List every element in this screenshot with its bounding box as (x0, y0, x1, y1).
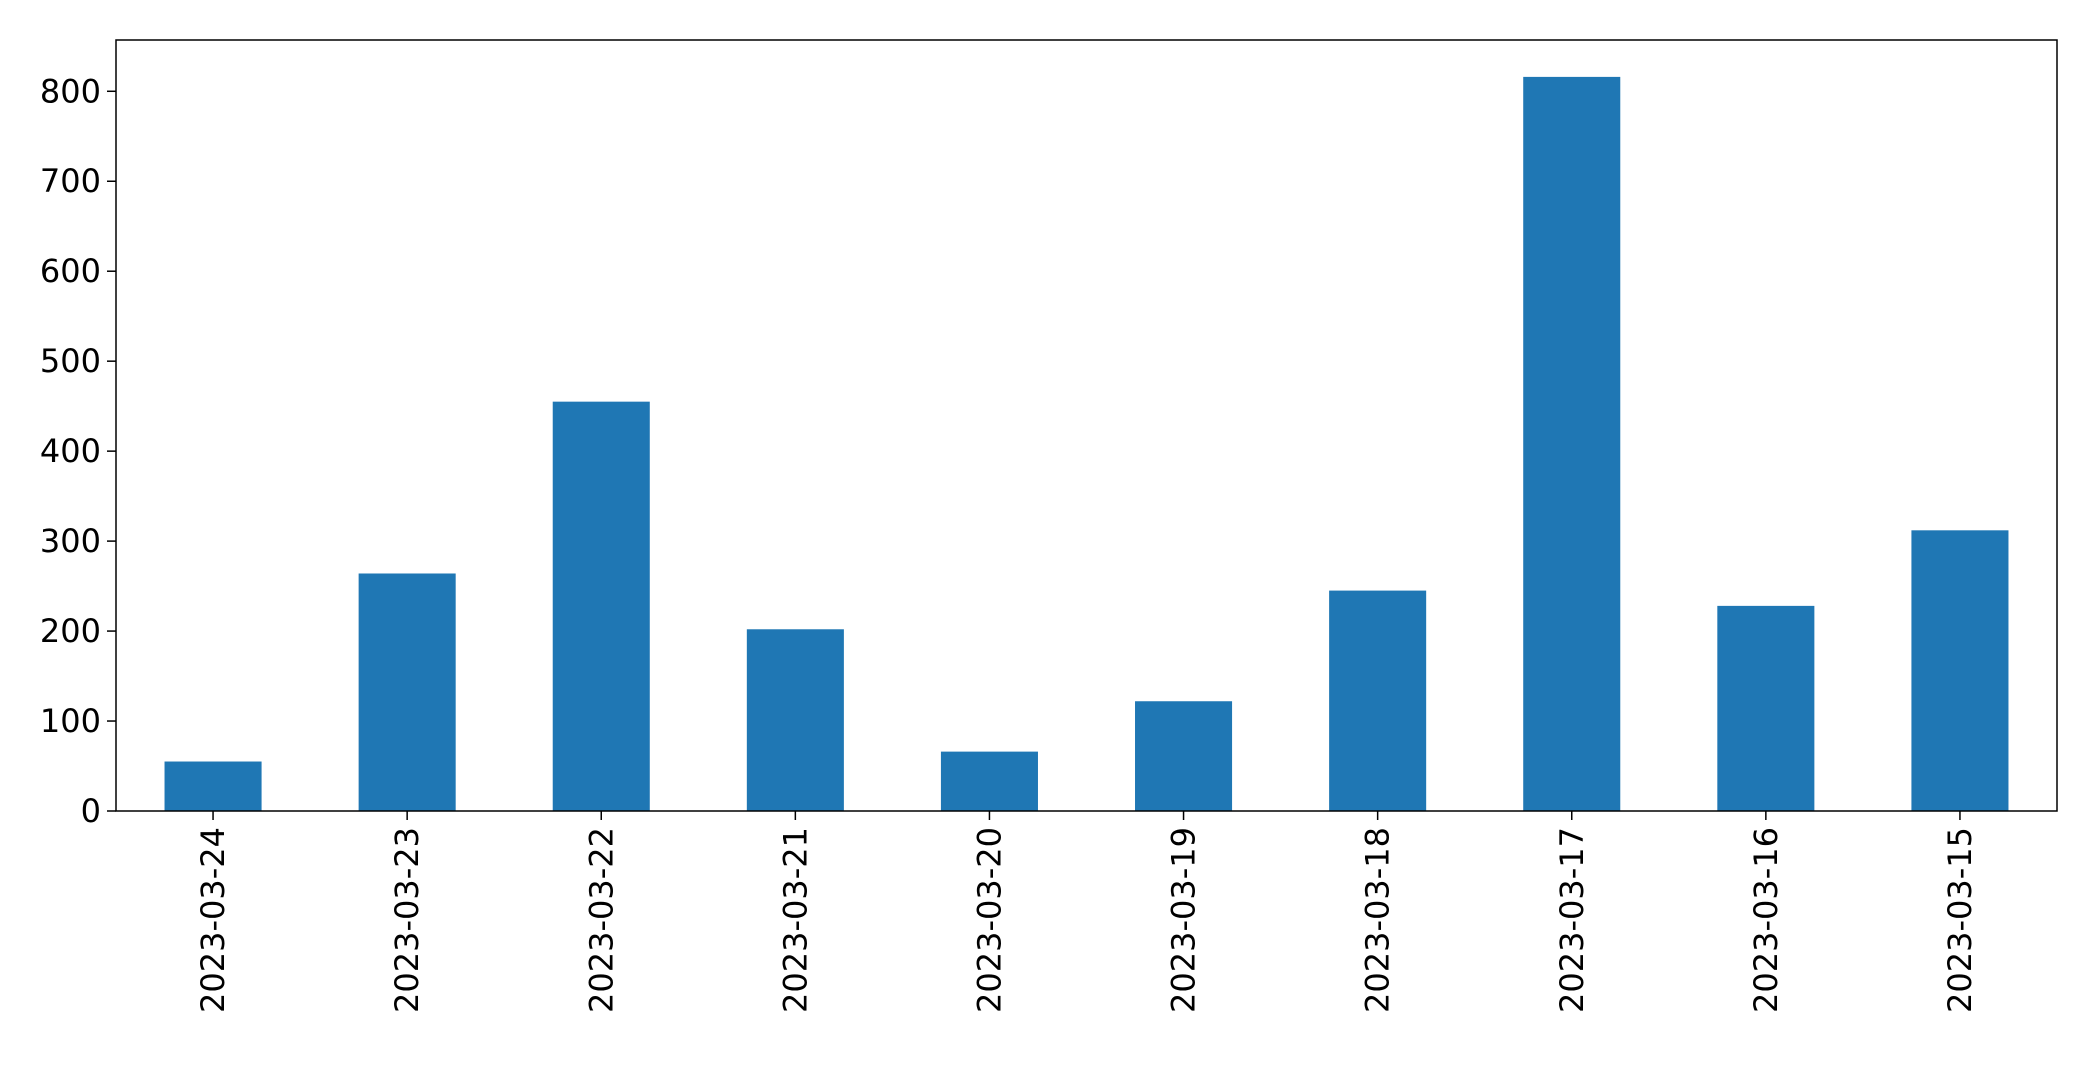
plot-frame (115, 39, 2058, 812)
bar-2023-03-19 (1135, 701, 1233, 811)
y-tick-label: 700 (40, 162, 101, 200)
bar-2023-03-23 (358, 573, 456, 811)
y-tick-label: 400 (40, 432, 101, 470)
bar-2023-03-17 (1523, 76, 1621, 811)
bar-2023-03-21 (746, 629, 844, 811)
x-tick-label: 2023-03-16 (1747, 827, 1785, 1013)
bar-2023-03-15 (1911, 530, 2009, 811)
axes-layer: 0 100 200 300 400 500 600 700 800 2023-03-24 2023-… (40, 39, 2058, 1013)
y-tick-label: 500 (40, 342, 101, 380)
y-tick-label: 800 (40, 72, 101, 110)
y-tick-label: 100 (40, 702, 101, 740)
bar-2023-03-20 (940, 751, 1038, 811)
x-tick-label: 2023-03-18 (1359, 827, 1397, 1013)
x-tick-label: 2023-03-22 (582, 827, 620, 1013)
bars-layer (164, 76, 2009, 811)
x-tick-label: 2023-03-20 (970, 827, 1008, 1013)
x-tick-label: 2023-03-21 (776, 827, 814, 1013)
bar-2023-03-22 (552, 401, 650, 811)
x-tick-label: 2023-03-15 (1941, 827, 1979, 1013)
x-tick-label: 2023-03-24 (194, 827, 232, 1013)
x-tick-label: 2023-03-17 (1553, 827, 1591, 1013)
x-tick-label: 2023-03-23 (388, 827, 426, 1013)
bar-2023-03-18 (1329, 590, 1427, 811)
y-tick-label: 600 (40, 252, 101, 290)
y-tick-label: 300 (40, 522, 101, 560)
bar-2023-03-16 (1717, 605, 1815, 811)
x-tick-label: 2023-03-19 (1165, 827, 1203, 1013)
y-tick-label: 0 (81, 792, 101, 830)
bar-2023-03-24 (164, 761, 262, 811)
y-tick-label: 200 (40, 612, 101, 650)
